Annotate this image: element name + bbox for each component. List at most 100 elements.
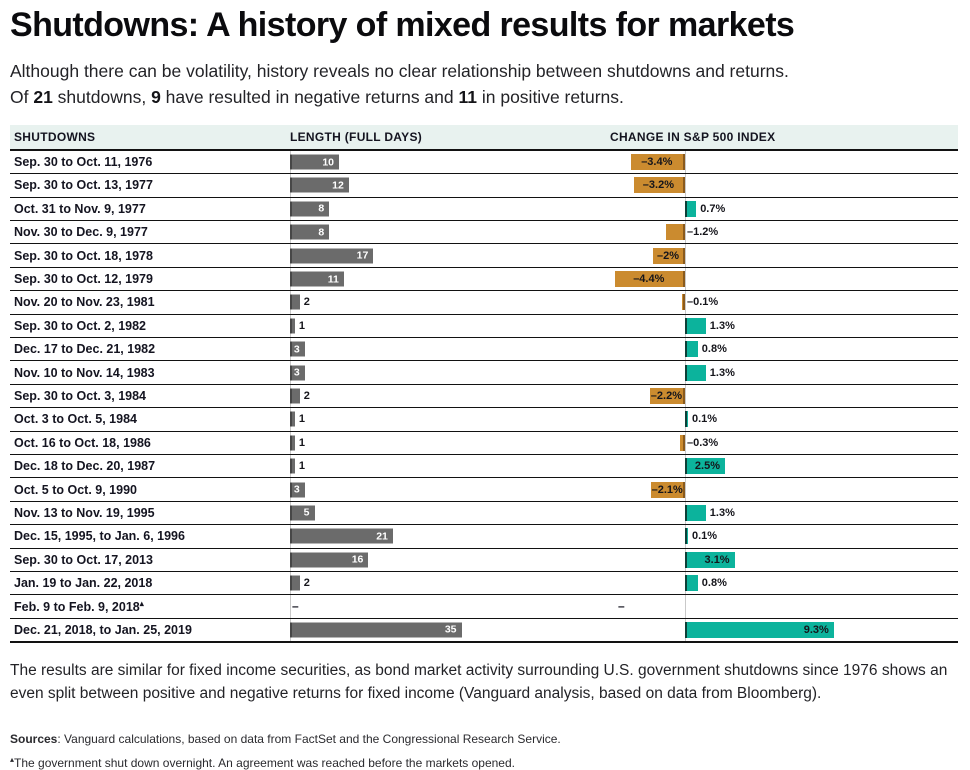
table-row: Nov. 13 to Nov. 19, 1995 5 1.3% <box>10 502 958 526</box>
sp500-cell: – <box>610 595 958 617</box>
sources-text: : Vanguard calculations, based on data f… <box>57 731 561 746</box>
sp500-bar-label: 0.1% <box>692 530 718 543</box>
shutdown-dates: Sep. 30 to Oct. 12, 1979 <box>14 272 153 287</box>
table-row: Sep. 30 to Oct. 3, 1984 2 –2.2% <box>10 385 958 409</box>
shutdown-dates: Sep. 30 to Oct. 18, 1978 <box>14 248 153 263</box>
length-cell: 1 <box>290 455 610 477</box>
length-bar-label: 3 <box>293 343 300 356</box>
length-bar: 11 <box>290 271 344 287</box>
length-bar-label: 16 <box>351 553 364 566</box>
length-bar-label: 3 <box>293 366 300 379</box>
length-bar-label: 1 <box>298 413 306 426</box>
shutdown-dates: Dec. 15, 1995, to Jan. 6, 1996 <box>14 529 185 544</box>
length-bar <box>290 411 295 427</box>
column-header-shutdowns: SHUTDOWNS <box>14 129 96 144</box>
length-bar-label: 11 <box>327 273 339 286</box>
sp500-cell: –0.3% <box>610 432 958 454</box>
sp500-bar-label: 1.3% <box>709 319 735 332</box>
sp500-cell: –1.2% <box>610 221 958 243</box>
length-cell: 16 <box>290 549 610 571</box>
sp500-bar-label: 0.1% <box>692 413 718 426</box>
sp500-bar-label: –0.3% <box>687 436 719 449</box>
length-cell: 3 <box>290 338 610 360</box>
length-bar-label: 3 <box>293 483 300 496</box>
table-row: Sep. 30 to Oct. 17, 2013 16 3.1% <box>10 549 958 572</box>
shutdown-dates: Oct. 3 to Oct. 5, 1984 <box>14 412 137 427</box>
fixed-income-note: The results are similar for fixed income… <box>10 662 948 703</box>
sp500-bar-label: –1.2% <box>687 226 719 239</box>
length-bar: 8 <box>290 201 330 217</box>
length-cell: – <box>290 595 610 617</box>
table-row: Dec. 15, 1995, to Jan. 6, 1996 21 0.1% <box>10 525 958 549</box>
length-bar-label: 2 <box>303 577 310 590</box>
shutdown-dates: Dec. 21, 2018, to Jan. 25, 2019 <box>14 622 192 637</box>
sp500-bar-label: –2.2% <box>650 389 682 402</box>
length-cell: 8 <box>290 221 610 243</box>
sources-line: Sources: Vanguard calculations, based on… <box>10 732 958 746</box>
sp500-bar-label: 1.3% <box>709 506 735 519</box>
length-cell: 21 <box>290 525 610 547</box>
length-cell: 12 <box>290 174 610 196</box>
length-cell: 5 <box>290 502 610 524</box>
length-cell: 8 <box>290 198 610 220</box>
table-row: Sep. 30 to Oct. 18, 1978 17 –2% <box>10 244 958 268</box>
sp500-bar-negative: –2.1% <box>651 481 685 498</box>
table-row: Sep. 30 to Oct. 13, 1977 12 –3.2% <box>10 174 958 198</box>
sp500-cell: –2% <box>610 244 958 266</box>
table-row: Dec. 17 to Dec. 21, 1982 3 0.8% <box>10 338 958 362</box>
length-bar-label: 21 <box>376 530 388 543</box>
shutdown-dates: Sep. 30 to Oct. 17, 2013 <box>14 552 153 567</box>
sp500-bar-negative: –2.2% <box>649 387 685 404</box>
table-row: Dec. 21, 2018, to Jan. 25, 2019 35 9.3% <box>10 619 958 644</box>
length-bar: 5 <box>290 505 315 521</box>
sp500-bar-positive: 2.5% <box>685 458 725 475</box>
shutdown-dates: Jan. 19 to Jan. 22, 2018 <box>14 576 153 591</box>
shutdown-dates: Feb. 9 to Feb. 9, 2018▴ <box>14 598 144 615</box>
length-bar <box>290 388 300 404</box>
length-bar-label: 2 <box>303 389 310 402</box>
sp500-cell: 0.1% <box>610 525 958 547</box>
length-cell: 17 <box>290 244 610 266</box>
shutdown-dates: Nov. 20 to Nov. 23, 1981 <box>14 295 155 310</box>
length-bar-label: 35 <box>444 623 457 636</box>
sp500-bar-label: –2.1% <box>651 483 683 496</box>
no-data-dash: – <box>618 599 625 614</box>
length-bar-label: 1 <box>298 319 306 332</box>
sp500-bar-label: 0.8% <box>701 577 727 590</box>
table-row: Feb. 9 to Feb. 9, 2018▴ – – <box>10 595 958 619</box>
sp500-bar-label: 3.1% <box>704 553 730 566</box>
sp500-cell: 9.3% <box>610 619 958 641</box>
length-bar-label: 1 <box>298 436 306 449</box>
sp500-cell: –3.2% <box>610 174 958 196</box>
table-row: Sep. 30 to Oct. 12, 1979 11 –4.4% <box>10 268 958 292</box>
sp500-zero-axis-line <box>685 150 686 644</box>
length-cell: 2 <box>290 572 610 594</box>
shutdown-dates: Sep. 30 to Oct. 2, 1982 <box>14 318 147 333</box>
sp500-bar-label: 0.7% <box>700 202 726 215</box>
sp500-bar-label: –3.4% <box>641 156 673 169</box>
sp500-cell: –2.1% <box>610 478 958 500</box>
length-bar: 3 <box>290 482 305 498</box>
table-row: Nov. 20 to Nov. 23, 1981 2 –0.1% <box>10 291 958 315</box>
sp500-bar-positive <box>685 504 706 521</box>
sp500-cell: –2.2% <box>610 385 958 407</box>
footnote-marker: ▴ <box>139 598 144 608</box>
sp500-bar-label: 0.8% <box>701 343 727 356</box>
length-bar: 10 <box>290 154 339 170</box>
length-bar-label: 2 <box>303 296 310 309</box>
shutdown-dates: Oct. 5 to Oct. 9, 1990 <box>14 482 137 497</box>
sp500-bar-positive <box>685 575 698 592</box>
sp500-bar-positive <box>685 341 698 358</box>
length-bar-label: 8 <box>318 202 325 215</box>
table-row: Sep. 30 to Oct. 11, 1976 10 –3.4% <box>10 151 958 175</box>
shutdown-dates: Nov. 10 to Nov. 14, 1983 <box>14 365 155 380</box>
sp500-bar-label: –4.4% <box>633 273 665 286</box>
footnote-line: ▴The government shut down overnight. An … <box>10 755 958 770</box>
length-cell: 3 <box>290 478 610 500</box>
length-cell: 1 <box>290 315 610 337</box>
length-cell: 35 <box>290 619 610 641</box>
sp500-bar-negative: –3.4% <box>630 154 685 171</box>
sp500-cell: –3.4% <box>610 151 958 173</box>
shutdown-dates: Oct. 16 to Oct. 18, 1986 <box>14 435 151 450</box>
shutdown-dates: Sep. 30 to Oct. 11, 1976 <box>14 155 153 170</box>
